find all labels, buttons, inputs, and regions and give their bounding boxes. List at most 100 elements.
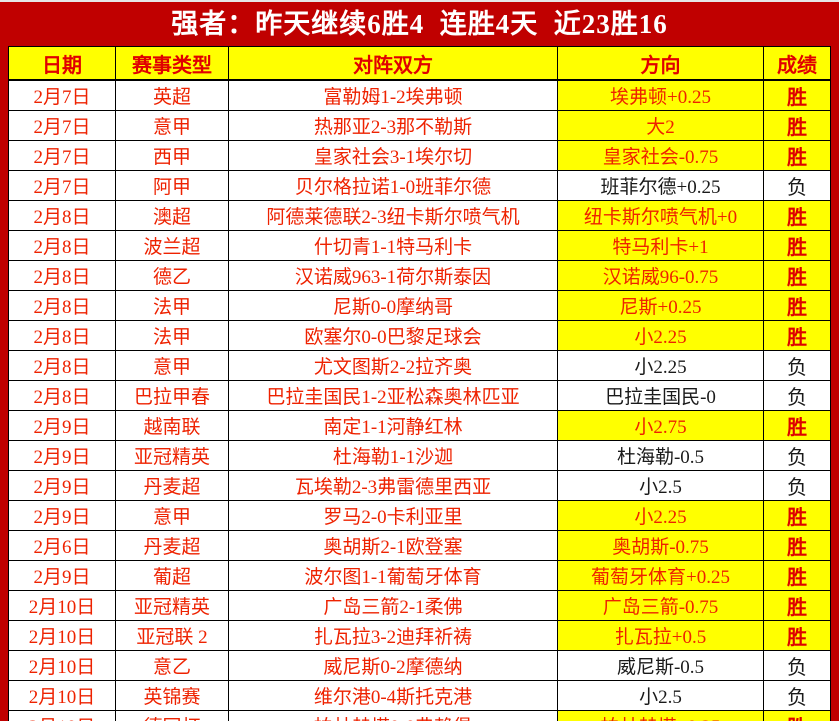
match-cell: 皇家社会3-1埃尔切: [228, 140, 558, 171]
table-row: 2月8日 巴拉甲春 巴拉圭国民1-2亚松森奥林匹亚 巴拉圭国民-0 负: [8, 380, 831, 411]
direction-cell: 威尼斯-0.5: [557, 650, 764, 681]
table-row: 2月9日 意甲 罗马2-0卡利亚里 小2.25 胜: [8, 500, 831, 531]
table-row: 2月8日 德乙 汉诺威963-1荷尔斯泰因 汉诺威96-0.75 胜: [8, 260, 831, 291]
table-row: 2月10日 亚冠联 2 扎瓦拉3-2迪拜祈祷 扎瓦拉+0.5 胜: [8, 620, 831, 651]
result-cell: 胜: [763, 140, 831, 171]
result-cell: 胜: [763, 200, 831, 231]
league-cell: 丹麦超: [115, 530, 229, 561]
league-cell: 英锦赛: [115, 680, 229, 711]
league-cell: 亚冠精英: [115, 590, 229, 621]
page-title: 强者：昨天继续6胜4 连胜4天 近23胜16: [171, 9, 668, 39]
table-row: 2月10日 英锦赛 维尔港0-4斯托克港 小2.5 负: [8, 680, 831, 711]
table-row: 2月8日 波兰超 什切青1-1特马利卡 特马利卡+1 胜: [8, 230, 831, 261]
match-cell: 欧塞尔0-0巴黎足球会: [228, 320, 558, 351]
table-row: 2月10日德国杯柏林赫塔0-0弗赖堡柏林赫塔+0.25胜: [8, 710, 831, 721]
date-cell: 2月7日: [8, 110, 116, 141]
match-cell: 富勒姆1-2埃弗顿: [228, 79, 558, 111]
league-cell: 西甲: [115, 140, 229, 171]
result-cell: 负: [763, 380, 831, 411]
league-cell: 法甲: [115, 290, 229, 321]
match-cell: 贝尔格拉诺1-0班菲尔德: [228, 170, 558, 201]
match-cell: 南定1-1河静红林: [228, 410, 558, 441]
direction-cell: 奥胡斯-0.75: [557, 530, 764, 561]
league-cell: 德国杯: [115, 710, 229, 721]
match-cell: 杜海勒1-1沙迦: [228, 440, 558, 471]
direction-cell: 埃弗顿+0.25: [557, 79, 764, 111]
league-cell: 德乙: [115, 260, 229, 291]
match-cell: 波尔图1-1葡萄牙体育: [228, 560, 558, 591]
table-row: 2月9日 葡超 波尔图1-1葡萄牙体育 葡萄牙体育+0.25 胜: [8, 560, 831, 591]
direction-cell: 小2.5: [557, 470, 764, 501]
result-cell: 负: [763, 470, 831, 501]
direction-cell: 广岛三箭-0.75: [557, 590, 764, 621]
date-cell: 2月8日: [8, 320, 116, 351]
column-header-league: 赛事类型: [115, 46, 229, 81]
direction-cell: 杜海勒-0.5: [557, 440, 764, 471]
table-header: 日期 赛事类型 对阵双方 方向 成绩: [8, 46, 831, 81]
direction-cell: 特马利卡+1: [557, 230, 764, 261]
column-header-date: 日期: [8, 46, 116, 81]
direction-cell: 班菲尔德+0.25: [557, 170, 764, 201]
match-cell: 威尼斯0-2摩德纳: [228, 650, 558, 681]
result-cell: 负: [763, 350, 831, 381]
date-cell: 2月9日: [8, 470, 116, 501]
match-cell: 罗马2-0卡利亚里: [228, 500, 558, 531]
table-row: 2月10日 亚冠精英 广岛三箭2-1柔佛 广岛三箭-0.75 胜: [8, 590, 831, 621]
result-cell: 胜: [763, 500, 831, 531]
match-cell: 奥胡斯2-1欧登塞: [228, 530, 558, 561]
result-cell: 胜: [763, 710, 831, 721]
match-cell: 汉诺威963-1荷尔斯泰因: [228, 260, 558, 291]
league-cell: 葡超: [115, 560, 229, 591]
header-row: 日期 赛事类型 对阵双方 方向 成绩: [8, 46, 831, 81]
table-row: 2月10日 意乙 威尼斯0-2摩德纳 威尼斯-0.5 负: [8, 650, 831, 681]
match-cell: 广岛三箭2-1柔佛: [228, 590, 558, 621]
result-cell: 负: [763, 170, 831, 201]
match-cell: 巴拉圭国民1-2亚松森奥林匹亚: [228, 380, 558, 411]
result-cell: 胜: [763, 560, 831, 591]
result-cell: 胜: [763, 530, 831, 561]
direction-cell: 皇家社会-0.75: [557, 140, 764, 171]
league-cell: 澳超: [115, 200, 229, 231]
match-cell: 扎瓦拉3-2迪拜祈祷: [228, 620, 558, 651]
table-row: 2月9日 越南联 南定1-1河静红林 小2.75 胜: [8, 410, 831, 441]
date-cell: 2月7日: [8, 140, 116, 171]
date-cell: 2月10日: [8, 620, 116, 651]
column-header-result: 成绩: [763, 46, 831, 81]
league-cell: 阿甲: [115, 170, 229, 201]
results-table: 日期 赛事类型 对阵双方 方向 成绩 2月7日 英超 富勒姆1-2埃弗顿 埃弗顿+0.…: [8, 46, 831, 721]
result-cell: 胜: [763, 79, 831, 111]
table-row: 2月7日 西甲 皇家社会3-1埃尔切 皇家社会-0.75 胜: [8, 140, 831, 171]
result-cell: 胜: [763, 320, 831, 351]
league-cell: 丹麦超: [115, 470, 229, 501]
result-cell: 胜: [763, 290, 831, 321]
match-cell: 什切青1-1特马利卡: [228, 230, 558, 261]
direction-cell: 小2.75: [557, 410, 764, 441]
date-cell: 2月8日: [8, 380, 116, 411]
column-header-direction: 方向: [557, 46, 764, 81]
table-row: 2月7日 阿甲 贝尔格拉诺1-0班菲尔德 班菲尔德+0.25 负: [8, 170, 831, 201]
direction-cell: 柏林赫塔+0.25: [557, 710, 764, 721]
league-cell: 波兰超: [115, 230, 229, 261]
result-cell: 负: [763, 650, 831, 681]
date-cell: 2月10日: [8, 590, 116, 621]
match-cell: 尤文图斯2-2拉齐奥: [228, 350, 558, 381]
date-cell: 2月8日: [8, 260, 116, 291]
result-cell: 胜: [763, 110, 831, 141]
match-cell: 热那亚2-3那不勒斯: [228, 110, 558, 141]
date-cell: 2月8日: [8, 230, 116, 261]
date-cell: 2月9日: [8, 560, 116, 591]
direction-cell: 汉诺威96-0.75: [557, 260, 764, 291]
league-cell: 意甲: [115, 500, 229, 531]
result-cell: 胜: [763, 230, 831, 261]
date-cell: 2月9日: [8, 410, 116, 441]
direction-cell: 大2: [557, 110, 764, 141]
date-cell: 2月10日: [8, 710, 116, 721]
direction-cell: 扎瓦拉+0.5: [557, 620, 764, 651]
date-cell: 2月7日: [8, 79, 116, 111]
table-row: 2月7日 意甲 热那亚2-3那不勒斯 大2 胜: [8, 110, 831, 141]
result-cell: 胜: [763, 410, 831, 441]
league-cell: 越南联: [115, 410, 229, 441]
direction-cell: 小2.25: [557, 350, 764, 381]
result-cell: 胜: [763, 260, 831, 291]
